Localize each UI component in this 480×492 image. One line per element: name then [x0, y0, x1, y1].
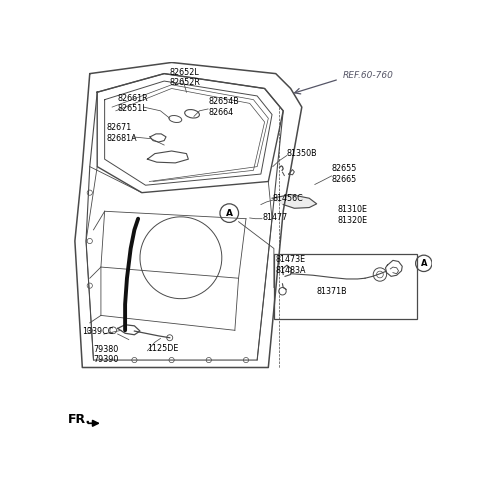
Text: A: A [420, 259, 427, 268]
Text: 82652L
82652R: 82652L 82652R [170, 67, 201, 87]
Text: 81350B: 81350B [287, 149, 318, 158]
Text: 82671
82681A: 82671 82681A [107, 123, 137, 143]
Text: 81371B: 81371B [317, 287, 348, 296]
Text: 81473E
81483A: 81473E 81483A [276, 255, 306, 275]
Text: 82654B
82664: 82654B 82664 [209, 97, 240, 117]
Text: REF.60-760: REF.60-760 [343, 71, 394, 80]
Text: A: A [226, 209, 233, 217]
Text: 81477: 81477 [263, 213, 288, 222]
Text: FR.: FR. [68, 413, 91, 426]
Polygon shape [272, 194, 317, 208]
Text: 79380
79390: 79380 79390 [94, 345, 119, 364]
Text: 81310E
81320E: 81310E 81320E [337, 205, 367, 225]
Text: 1125DE: 1125DE [147, 344, 179, 353]
Text: 1339CC: 1339CC [83, 327, 114, 336]
Text: 82661R
82651L: 82661R 82651L [118, 93, 148, 113]
Text: 81456C: 81456C [273, 194, 303, 203]
Text: 82655
82665: 82655 82665 [332, 164, 357, 184]
